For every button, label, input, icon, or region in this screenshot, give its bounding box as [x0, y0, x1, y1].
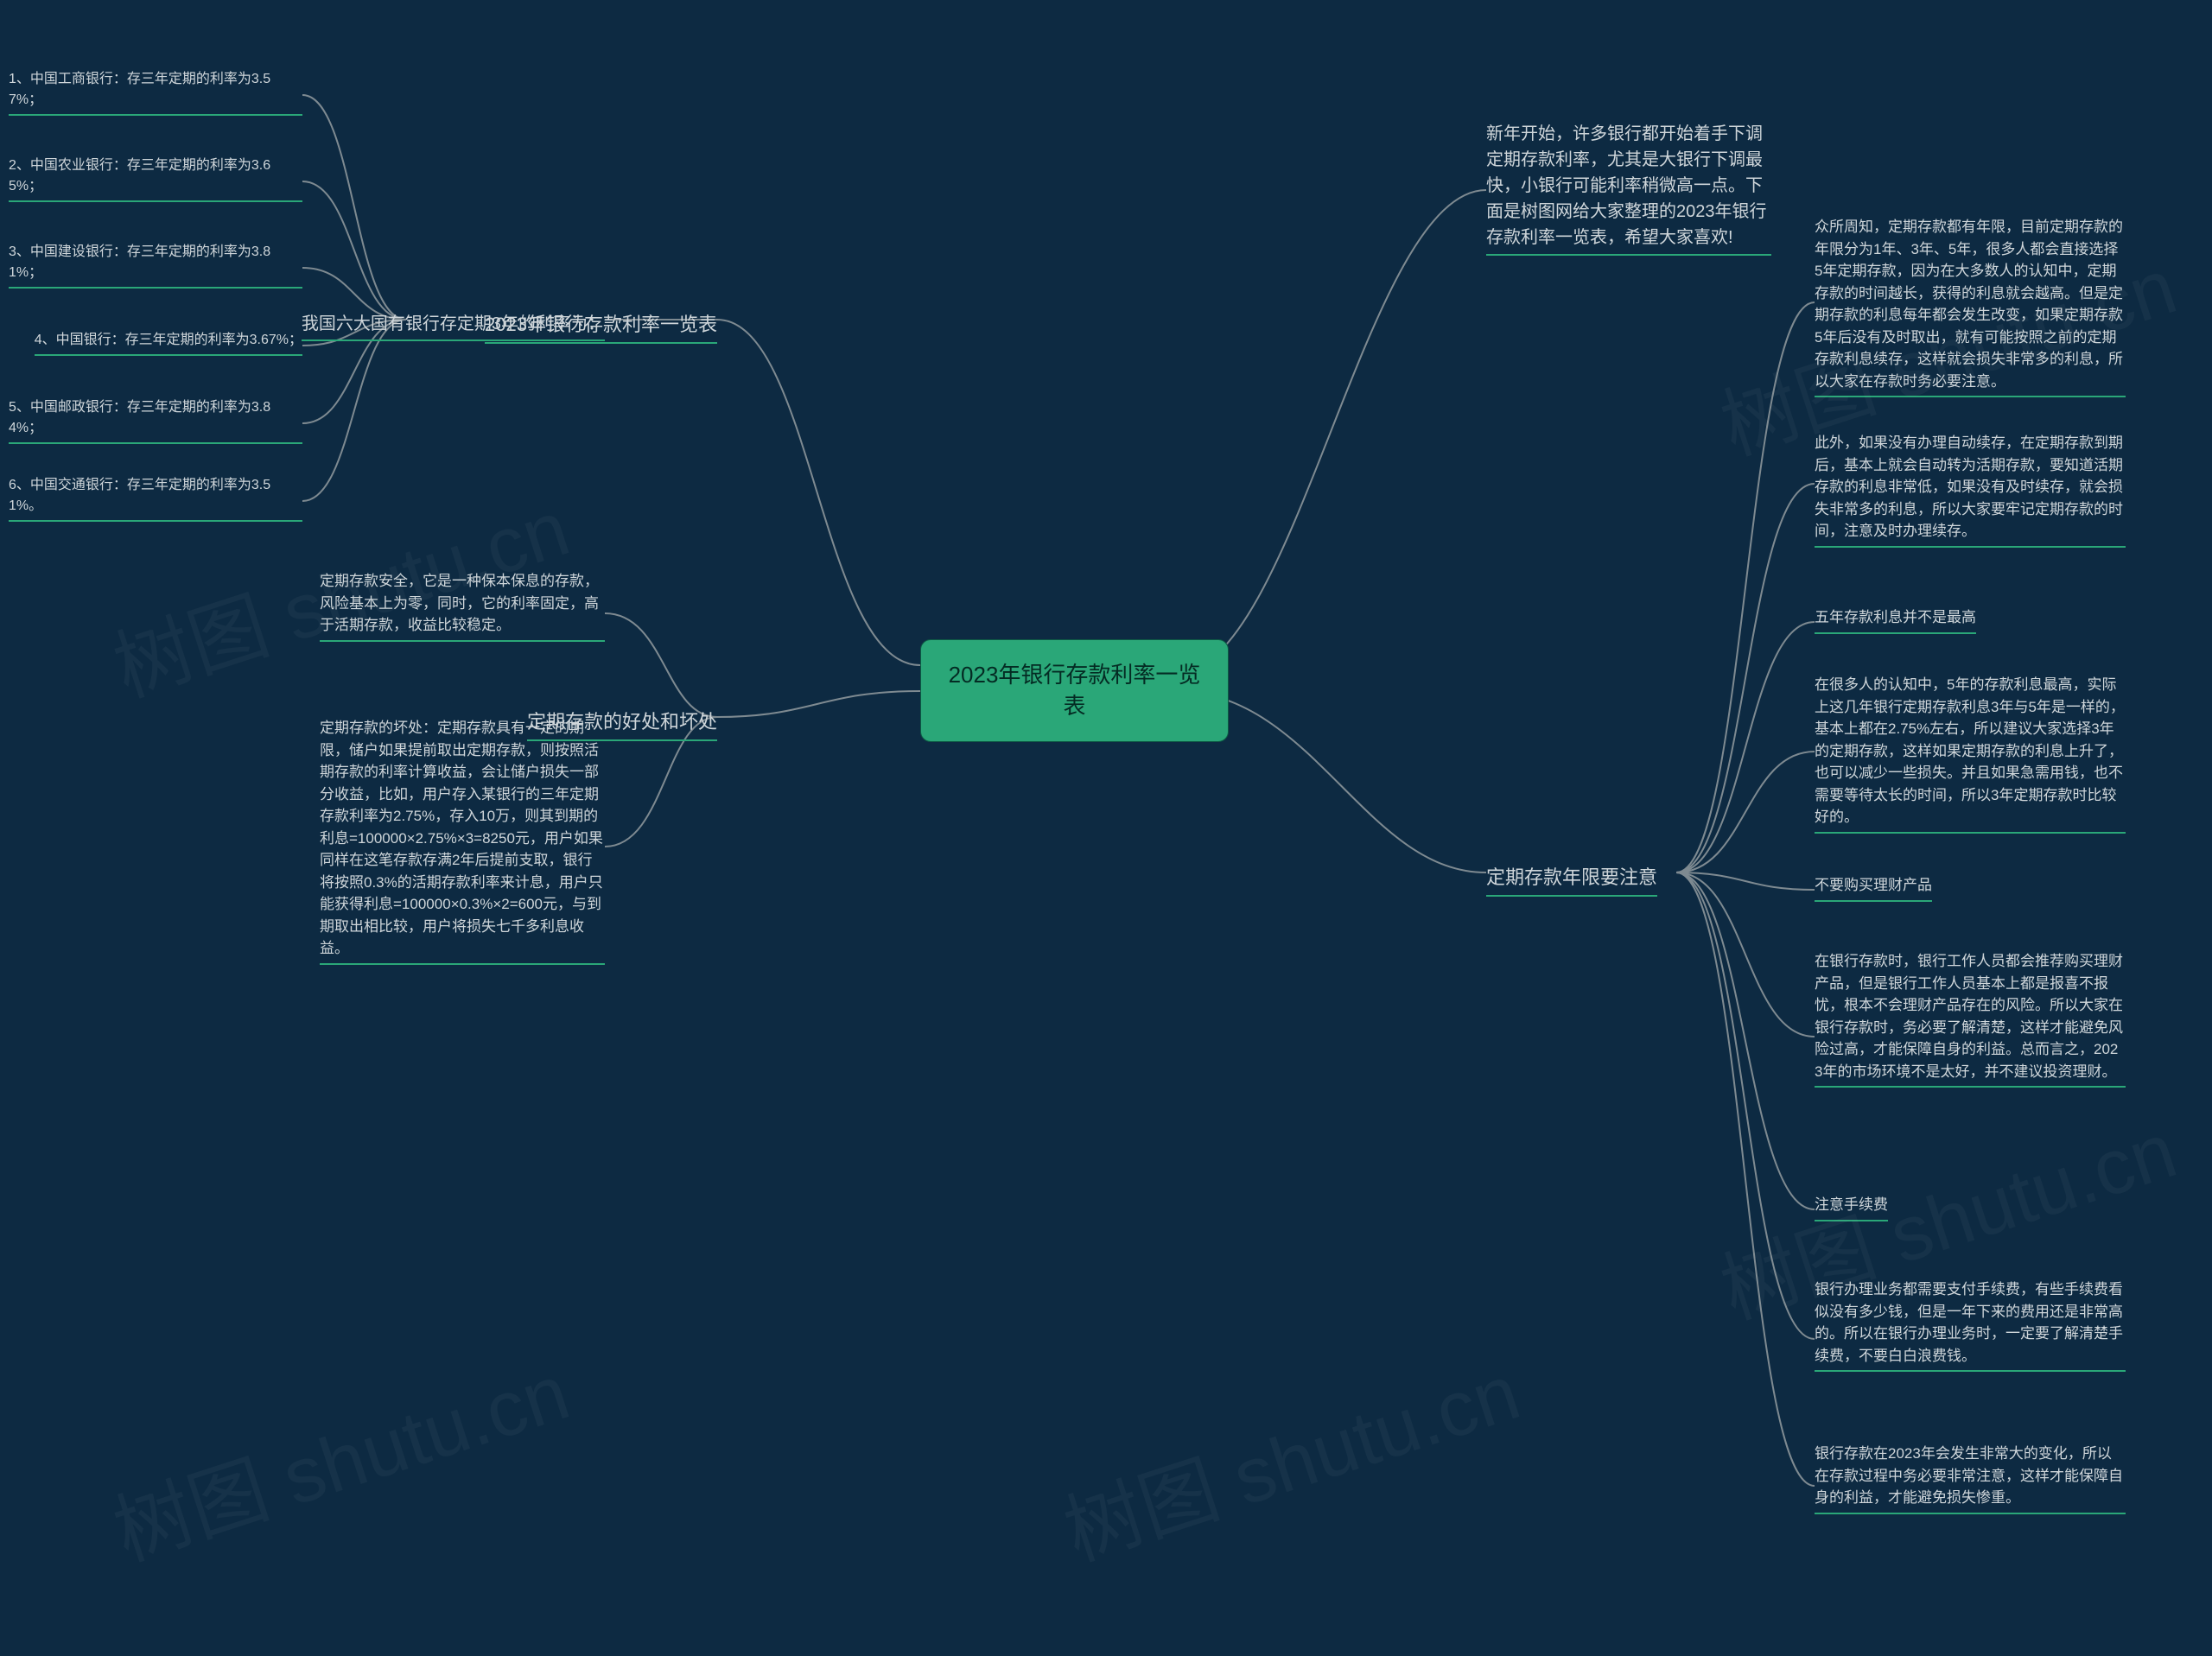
watermark: 树图 shutu.cn [98, 1329, 581, 1582]
term-item-1: 此外，如果没有办理自动续存，在定期存款到期后，基本上就会自动转为活期存款，要知道… [1815, 432, 2126, 548]
bank-0: 1、中国工商银行：存三年定期的利率为3.57%； [9, 69, 302, 116]
root-label: 2023年银行存款利率一览 表 [949, 662, 1201, 719]
term-item-0: 众所周知，定期存款都有年限，目前定期存款的年限分为1年、3年、5年，很多人都会直… [1815, 216, 2126, 397]
branch-rates-sub[interactable]: 我国六大国有银行存定期3年的利率为： [302, 304, 605, 341]
term-item-2: 五年存款利息并不是最高 [1815, 606, 1976, 634]
term-item-3: 在很多人的认知中，5年的存款利息最高，实际上这几年银行定期存款利息3年与5年是一… [1815, 674, 2126, 834]
root-node[interactable]: 2023年银行存款利率一览 表 [920, 639, 1229, 742]
proscons-0: 定期存款安全，它是一种保本保息的存款，风险基本上为零，同时，它的利率固定，高于活… [320, 570, 605, 642]
watermark: 树图 shutu.cn [1048, 1329, 1531, 1582]
bank-4: 5、中国邮政银行：存三年定期的利率为3.84%； [9, 397, 302, 444]
term-item-7: 银行办理业务都需要支付手续费，有些手续费看似没有多少钱，但是一年下来的费用还是非… [1815, 1278, 2126, 1372]
term-item-5: 在银行存款时，银行工作人员都会推荐购买理财产品，但是银行工作人员基本上都是报喜不… [1815, 950, 2126, 1088]
bank-2: 3、中国建设银行：存三年定期的利率为3.81%； [9, 242, 302, 289]
bank-1: 2、中国农业银行：存三年定期的利率为3.65%； [9, 155, 302, 202]
bank-5: 6、中国交通银行：存三年定期的利率为3.51%。 [9, 475, 302, 522]
term-item-4: 不要购买理财产品 [1815, 874, 1932, 902]
intro-paragraph: 新年开始，许多银行都开始着手下调定期存款利率，尤其是大银行下调最快，小银行可能利… [1486, 121, 1771, 256]
bank-3: 4、中国银行：存三年定期的利率为3.67%； [35, 330, 302, 356]
proscons-1: 定期存款的坏处：定期存款具有一定的期限，储户如果提前取出定期存款，则按照活期存款… [320, 717, 605, 965]
term-item-8: 银行存款在2023年会发生非常大的变化，所以在存款过程中务必要非常注意，这样才能… [1815, 1443, 2126, 1514]
term-item-6: 注意手续费 [1815, 1194, 1888, 1221]
branch-term[interactable]: 定期存款年限要注意 [1486, 857, 1657, 897]
